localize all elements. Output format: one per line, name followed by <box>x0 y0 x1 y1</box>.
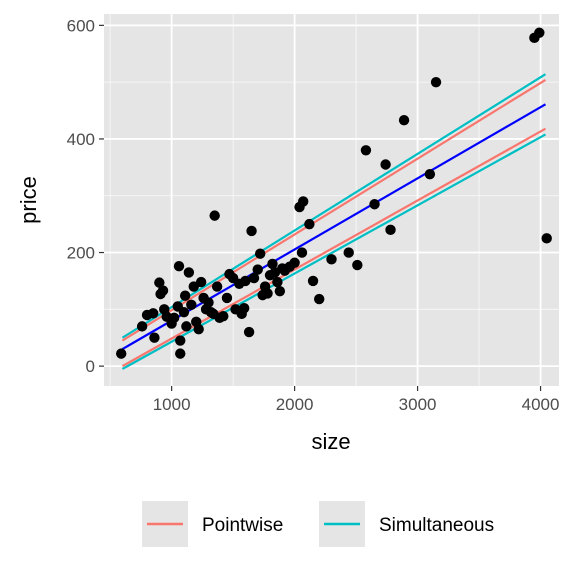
data-point <box>297 247 307 257</box>
y-tick-label: 200 <box>67 244 95 263</box>
x-tick-label: 3000 <box>399 395 437 414</box>
data-point <box>314 294 324 304</box>
data-point <box>137 321 147 331</box>
data-point <box>186 300 196 310</box>
legend: Pointwise Simultaneous <box>142 501 494 547</box>
data-point <box>180 290 190 300</box>
y-tick-label: 400 <box>67 130 95 149</box>
data-point <box>149 333 159 343</box>
data-point <box>175 335 185 345</box>
data-point <box>158 285 168 295</box>
data-point <box>148 308 158 318</box>
data-point <box>239 303 249 313</box>
legend-label-pointwise: Pointwise <box>202 515 283 536</box>
y-tick-label: 600 <box>67 16 95 35</box>
data-point <box>361 145 371 155</box>
data-point <box>326 254 336 264</box>
data-point <box>244 327 254 337</box>
data-point <box>222 293 232 303</box>
data-point <box>352 260 362 270</box>
x-tick-label: 1000 <box>153 395 191 414</box>
data-point <box>308 276 318 286</box>
data-point <box>196 277 206 287</box>
data-point <box>272 277 282 287</box>
x-tick-label: 2000 <box>276 395 314 414</box>
data-point <box>380 159 390 169</box>
data-point <box>184 267 194 277</box>
data-point <box>262 288 272 298</box>
data-point <box>169 313 179 323</box>
data-point <box>193 324 203 334</box>
data-point <box>246 226 256 236</box>
data-point <box>212 281 222 291</box>
data-point <box>542 233 552 243</box>
data-point <box>209 210 219 220</box>
data-point <box>253 264 263 274</box>
data-point <box>369 199 379 209</box>
data-point <box>255 248 265 258</box>
data-point <box>431 77 441 87</box>
x-axis-ticks: 1000 2000 3000 4000 <box>153 386 560 414</box>
y-axis-title: price <box>16 176 41 224</box>
data-point <box>304 219 314 229</box>
data-point <box>179 307 189 317</box>
y-tick-label: 0 <box>86 357 95 376</box>
data-point <box>344 247 354 257</box>
data-point <box>289 258 299 268</box>
data-point <box>275 286 285 296</box>
data-point <box>203 297 213 307</box>
legend-item-pointwise: Pointwise <box>142 501 283 547</box>
y-axis-ticks: 0 200 400 600 <box>67 16 104 376</box>
data-point <box>218 311 228 321</box>
data-point <box>534 28 544 38</box>
data-point <box>116 348 126 358</box>
legend-label-simultaneous: Simultaneous <box>379 515 494 536</box>
data-point <box>174 261 184 271</box>
data-point <box>425 169 435 179</box>
legend-item-simultaneous: Simultaneous <box>319 501 494 547</box>
data-point <box>181 321 191 331</box>
x-axis-title: size <box>311 429 350 454</box>
data-point <box>175 348 185 358</box>
data-point <box>298 196 308 206</box>
data-point <box>399 115 409 125</box>
x-tick-label: 4000 <box>522 395 560 414</box>
data-point <box>385 225 395 235</box>
